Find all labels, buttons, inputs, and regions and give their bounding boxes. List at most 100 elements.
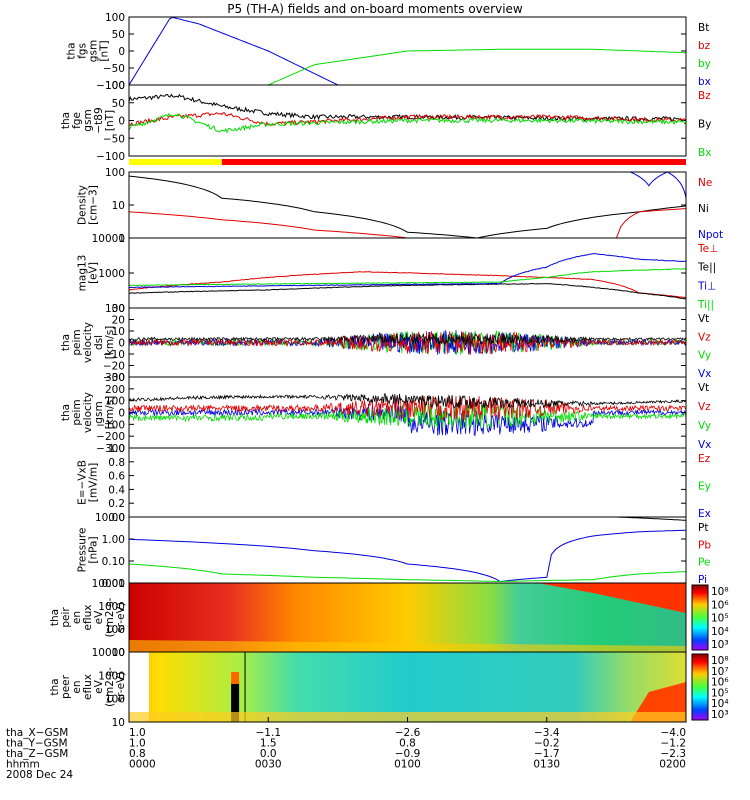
ylabel-line: tha [49,609,61,626]
ylabel-line: gsm [88,40,100,62]
legend-vz: Vz [698,401,711,413]
legend-ey: Ey [698,481,711,493]
series-npot [630,172,686,199]
panel-peim-lines [129,329,686,356]
legend-ti: Ti⊥ [697,280,716,292]
ylabel-line: [nT] [104,110,116,131]
y-tick-label: 200 [105,384,125,396]
panel-efield-ylabel: E=−VxB [mV/m] [77,460,100,505]
legend-bz: bz [698,40,711,52]
hot-region [537,583,686,613]
legend-vz: Vz [698,331,711,343]
ephemeris-value: −0.9 [395,748,421,760]
panel-peim: tha peim velocity dsl [km/s]3020100−10−20−30… [60,303,711,384]
ephemeris-value: 0.8 [129,748,146,760]
y-tick-label: 0 [118,116,125,128]
legend-pi: Pi [698,574,707,586]
legend-pe: Pe [698,557,710,569]
ephemeris-value: 0.8 [399,738,416,750]
panel-fgs-lines [129,17,686,85]
y-tick-label: −100 [96,151,125,163]
y-tick-label: 100 [105,303,125,315]
ylabel-line: en [71,611,83,624]
y-tick-label: 1 [118,233,125,245]
no-data-region [129,652,149,722]
y-tick-label: 100 [105,396,125,408]
ephemeris-value: 0130 [533,759,560,771]
ylabel-line: eflux [82,674,94,700]
legend-vx: Vx [698,439,711,451]
ylabel-line: gsm [82,109,94,131]
y-tick-label: 300 [105,372,125,384]
series-ne [129,208,686,238]
legend-bz: Bz [698,90,711,102]
ylabel-line: mag13 [77,255,89,292]
legend-vt: Vt [698,382,709,394]
legend-ti: Ti|| [697,299,714,311]
y-tick-label: 20 [112,315,125,327]
ephemeris-value: −1.7 [534,748,560,760]
panel-pressure: Pressure [nPa] 10.00 1.00 0.10 0.01 Pt Pb Pe Pi [77,512,712,590]
y-tick-label: 0 [118,408,125,420]
y-tick-label: 1000 [98,670,125,682]
series-black [129,332,686,347]
saturation-cap [231,672,240,684]
legend-by: by [698,58,711,70]
y-tick-label: 1000 [98,601,125,613]
ephemeris-label: tha_X−GSM [6,727,68,739]
y-tick-label: 0.2 [108,498,125,510]
panel-density-lines [129,172,686,238]
y-tick-label: 0.4 [108,484,125,496]
y-tick-label: 10000 [92,233,125,245]
panel-ele_spec-ylabel: tha peer en eflux eV (cm2-s-sr-eV) [49,667,127,707]
ylabel-line: [mV/m] [88,463,100,502]
ylabel-line: peim [71,399,83,425]
ylabel-line: [eV] [88,262,100,284]
legend-bx: bx [698,76,711,88]
ephemeris: tha_X−GSM 1.0 −1.1 −2.6 −3.4 −4.0 tha_Y−GSM 1.0… [6,727,686,781]
ephemeris-label: tha_Y−GSM [6,738,68,750]
y-tick-label: −50 [103,133,125,145]
series-green [129,329,686,356]
ylabel-line: dsl [93,335,105,350]
ylabel-line: tha [66,42,78,59]
colorbar [691,653,709,721]
orbit-bar [129,159,687,165]
y-tick-label: −200 [96,431,125,443]
panel-ion_spec-spectrogram [129,583,686,652]
legend-by: By [698,119,711,131]
panel-temp-ylabel: mag13 [eV] [77,255,100,292]
series-green [129,402,686,429]
legend-vx: Vx [698,368,711,380]
ylabel-line: sr-eV) [115,602,127,633]
ylabel-line: peer [60,674,72,699]
panel-fgs-ylabel: tha fgs gsm [nT] [66,40,111,62]
ephemeris-date: 2008 Dec 24 [6,769,73,781]
series-black [129,393,686,410]
y-tick-label: −20 [103,361,125,373]
ephemeris-value: −2.3 [661,748,687,760]
legend-pb: Pb [698,539,711,551]
y-tick-label: 10000 [92,647,125,659]
ephemeris-value: 1.0 [129,727,146,739]
panel-ele_spec-spectrogram [129,652,686,722]
ylabel-line: fgs [77,43,89,59]
y-tick-label: −10 [103,349,125,361]
legend-ez: Ez [698,453,711,465]
y-tick-label: −300 [96,443,125,455]
legend-ni: Ni [698,203,709,215]
panel-density: Density [cm−3] 100 10 1 Ne Ni Npot [77,167,724,245]
colorbar-label: 10⁴ [711,698,729,710]
panel-peim-ylabel: tha peim velocity dsl [km/s] [60,322,116,363]
panel-fge-ylabel: tha fge gsm −t89 [nT] [60,107,116,133]
panel-peir-lines [129,393,686,436]
ylabel-line: −t89 [93,107,105,133]
series-by [129,93,686,122]
orbit-bar-red [221,159,687,165]
ephemeris-value: −3.4 [534,727,560,739]
legend-vt: Vt [698,313,709,325]
y-tick-label: 0 [118,338,125,350]
colorbar-label: 10⁵ [711,687,729,699]
colorbar-label: 10⁵ [711,613,729,625]
